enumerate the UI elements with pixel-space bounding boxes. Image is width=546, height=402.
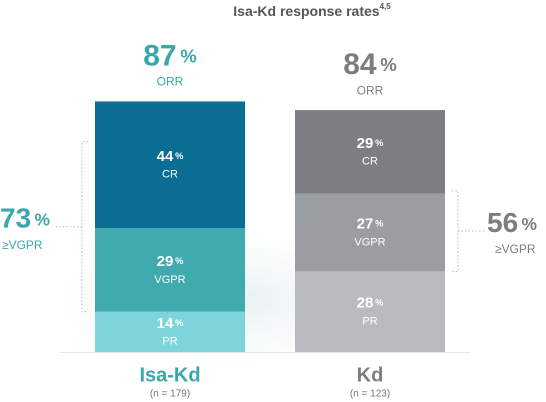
segment-name: CR [362,156,378,168]
vgpr-value-unit: % [522,214,537,234]
title-superscript: 4,5 [380,2,392,11]
chart-title: Isa-Kd response rates4,5 [233,2,391,19]
total-value: 87% [143,39,197,72]
total-value: 84% [343,48,397,81]
category-note: (n = 179) [150,389,190,400]
bar-segment [95,228,245,312]
bar-segment [295,193,445,272]
bar-segment [95,101,245,229]
segment-value-unit: % [175,318,184,328]
segment-value-unit: % [175,151,184,161]
segment-value-number: 27 [357,215,374,232]
segment-value-number: 29 [157,253,174,270]
total-value-unit: % [380,54,397,75]
segment-value: 27% [357,215,384,232]
total-label: ORR [157,75,184,89]
segment-value-unit: % [375,138,384,148]
category-label: Kd [357,364,384,386]
vgpr-bracket [452,190,459,272]
segment-value-number: 28 [357,295,374,312]
segment-name: VGPR [154,274,185,286]
segment-value-unit: % [375,219,384,229]
segment-value-number: 44 [157,148,174,165]
segment-value: 29% [357,135,384,152]
vgpr-value-number: 56 [487,207,518,238]
bar-segment [295,271,445,352]
segment-name: VGPR [354,236,385,248]
segment-name: PR [362,316,377,328]
vgpr-value-number: 73 [0,203,31,234]
vgpr-value: 56% [487,207,537,238]
segment-value: 44% [157,148,184,165]
segment-value: 28% [357,295,384,312]
vgpr-label: ≥VGPR [495,242,536,256]
bar-segment [95,311,245,352]
vgpr-bracket [81,141,88,313]
vgpr-label: ≥VGPR [2,238,43,252]
category-note: (n = 123) [350,389,390,400]
segment-value-unit: % [375,298,384,308]
vgpr-value-unit: % [35,209,50,229]
vgpr-value: 73% [0,203,50,234]
segment-value-number: 29 [357,135,374,152]
bar-segment [295,110,445,194]
segment-name: CR [162,169,178,181]
segment-name: PR [162,336,177,348]
segment-value-unit: % [175,256,184,266]
segment-value-number: 14 [157,315,174,332]
total-label: ORR [357,83,384,97]
segment-value: 14% [157,315,184,332]
segment-value: 29% [157,253,184,270]
total-value-number: 87 [143,39,176,72]
title-text: Isa-Kd response rates [233,3,379,19]
category-label: Isa-Kd [139,364,200,386]
total-value-unit: % [180,45,197,66]
total-value-number: 84 [343,48,377,81]
